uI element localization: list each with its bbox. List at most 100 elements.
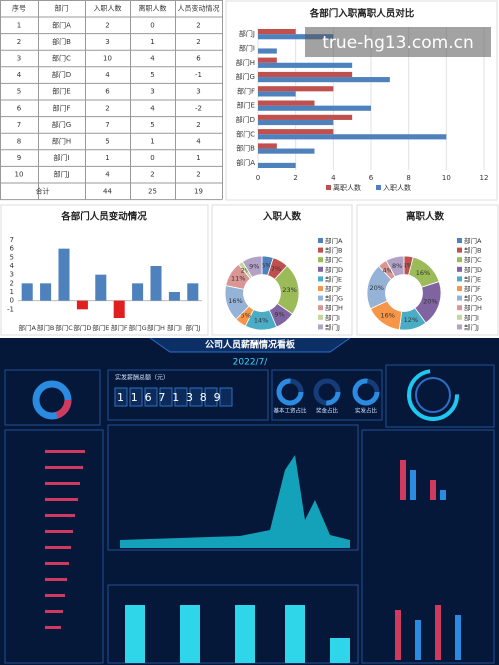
table-cell: 部门A [52, 20, 71, 29]
ring-deco [407, 369, 459, 421]
x-tick-label: 部门H [147, 323, 165, 332]
x-tick-label: 12 [480, 174, 489, 182]
data-label: 23% [282, 286, 296, 294]
data-label: 9% [249, 262, 259, 270]
bar [258, 34, 334, 40]
bar [258, 29, 296, 35]
legend-swatch [318, 257, 323, 263]
table-cell: -1 [195, 71, 202, 79]
table-cell: 7 [17, 121, 21, 129]
chart-title: 各部门入职离职人员对比 [309, 8, 415, 20]
table-cell: 9 [17, 154, 21, 162]
legend-swatch [318, 305, 323, 311]
table-cell: 1 [150, 38, 154, 46]
table-cell: 4 [105, 71, 110, 79]
bar [258, 48, 277, 54]
digit-boxes [114, 387, 233, 407]
legend-swatch [457, 314, 462, 320]
x-tick-label: 部门A [18, 323, 36, 332]
table-cell: 部门G [52, 120, 71, 129]
table-cell: 4 [105, 171, 110, 179]
bar [258, 148, 315, 154]
bar [258, 71, 353, 78]
table-cell: 5 [17, 88, 21, 96]
data-label: 9% [274, 311, 284, 319]
table-cell: 5 [150, 71, 154, 79]
table-cell: 10 [15, 171, 24, 179]
legend-label: 部门B [464, 246, 481, 255]
legend-label: 部门I [464, 313, 479, 322]
y-tick-label: 1 [10, 288, 14, 296]
table-cell: 2 [196, 121, 200, 129]
data-label: 11% [231, 275, 245, 283]
legend-swatch [318, 286, 323, 291]
table-cell: 4 [150, 55, 155, 63]
bar [258, 77, 390, 83]
bar [113, 300, 125, 318]
legend-label: 部门J [464, 322, 479, 331]
table-cell: 0 [150, 154, 154, 162]
bar [132, 283, 144, 301]
area-deco [120, 455, 350, 548]
legend-label: 离职人数 [333, 183, 361, 192]
table-cell: 6 [105, 88, 110, 96]
table-cell: 部门C [52, 54, 71, 63]
y-tick-label: 部门C [236, 129, 255, 138]
table-cell: 7 [105, 121, 109, 129]
bar [21, 283, 33, 301]
table-cell: 2 [105, 21, 109, 29]
legend-swatch [318, 324, 323, 330]
legend-label: 部门E [325, 274, 342, 283]
donut-slice [241, 255, 263, 278]
data-label: 4% [383, 267, 393, 275]
table-cell: 10 [103, 55, 112, 63]
table-cell: 0 [150, 21, 154, 29]
y-tick-label: 7 [10, 236, 14, 244]
data-label: 16% [228, 297, 242, 305]
legend-label: 部门E [464, 274, 481, 283]
table-cell: 2 [196, 21, 200, 29]
table-cell: 2 [105, 104, 109, 112]
table-cell: 25 [148, 187, 157, 195]
watermark: true-hg13.com.cn [322, 33, 473, 53]
data-label: 2% [241, 266, 251, 274]
legend-swatch [457, 276, 462, 282]
chart-title: 入职人数 [262, 211, 302, 223]
y-tick-label: 3 [10, 271, 14, 279]
legend-swatch [457, 286, 462, 291]
header-frame [149, 337, 351, 353]
ring-deco [415, 377, 451, 413]
bar [258, 62, 353, 68]
total-label: 实发薪酬总额（元） [115, 374, 169, 382]
gauges [276, 378, 380, 406]
data-label: 12% [404, 316, 418, 324]
y-tick-label: -1 [7, 305, 14, 313]
legend-label: 部门J [325, 322, 340, 331]
table-cell: 部门J [53, 170, 69, 179]
bar [258, 100, 315, 106]
bar [258, 119, 334, 126]
data-label: 8% [392, 262, 402, 270]
chart-title: 各部门人员变动情况 [60, 211, 147, 223]
x-tick-label: 部门B [37, 323, 54, 332]
table-cell: -2 [195, 104, 202, 112]
y-tick-label: 部门I [239, 43, 255, 52]
total-value: 11671389 [117, 391, 227, 404]
legend-swatch [318, 295, 323, 301]
legend-label: 部门B [325, 246, 342, 255]
legend-swatch [457, 295, 462, 301]
watermark-bg [305, 27, 491, 57]
bar [258, 91, 296, 97]
x-tick-label: 部门E [92, 323, 109, 332]
legend-label: 部门C [325, 255, 343, 264]
legend-label: 部门H [464, 303, 482, 312]
x-tick-label: 部门G [129, 323, 147, 332]
bar [187, 283, 199, 301]
bar [258, 134, 447, 140]
gauge-label: 实发占比 [355, 407, 378, 415]
y-tick-label: 部门A [236, 158, 255, 167]
table-cell: 部门E [52, 87, 70, 96]
legend-swatch [318, 276, 323, 282]
table-cell: 3 [17, 55, 21, 63]
table-cell: 2 [196, 38, 200, 46]
